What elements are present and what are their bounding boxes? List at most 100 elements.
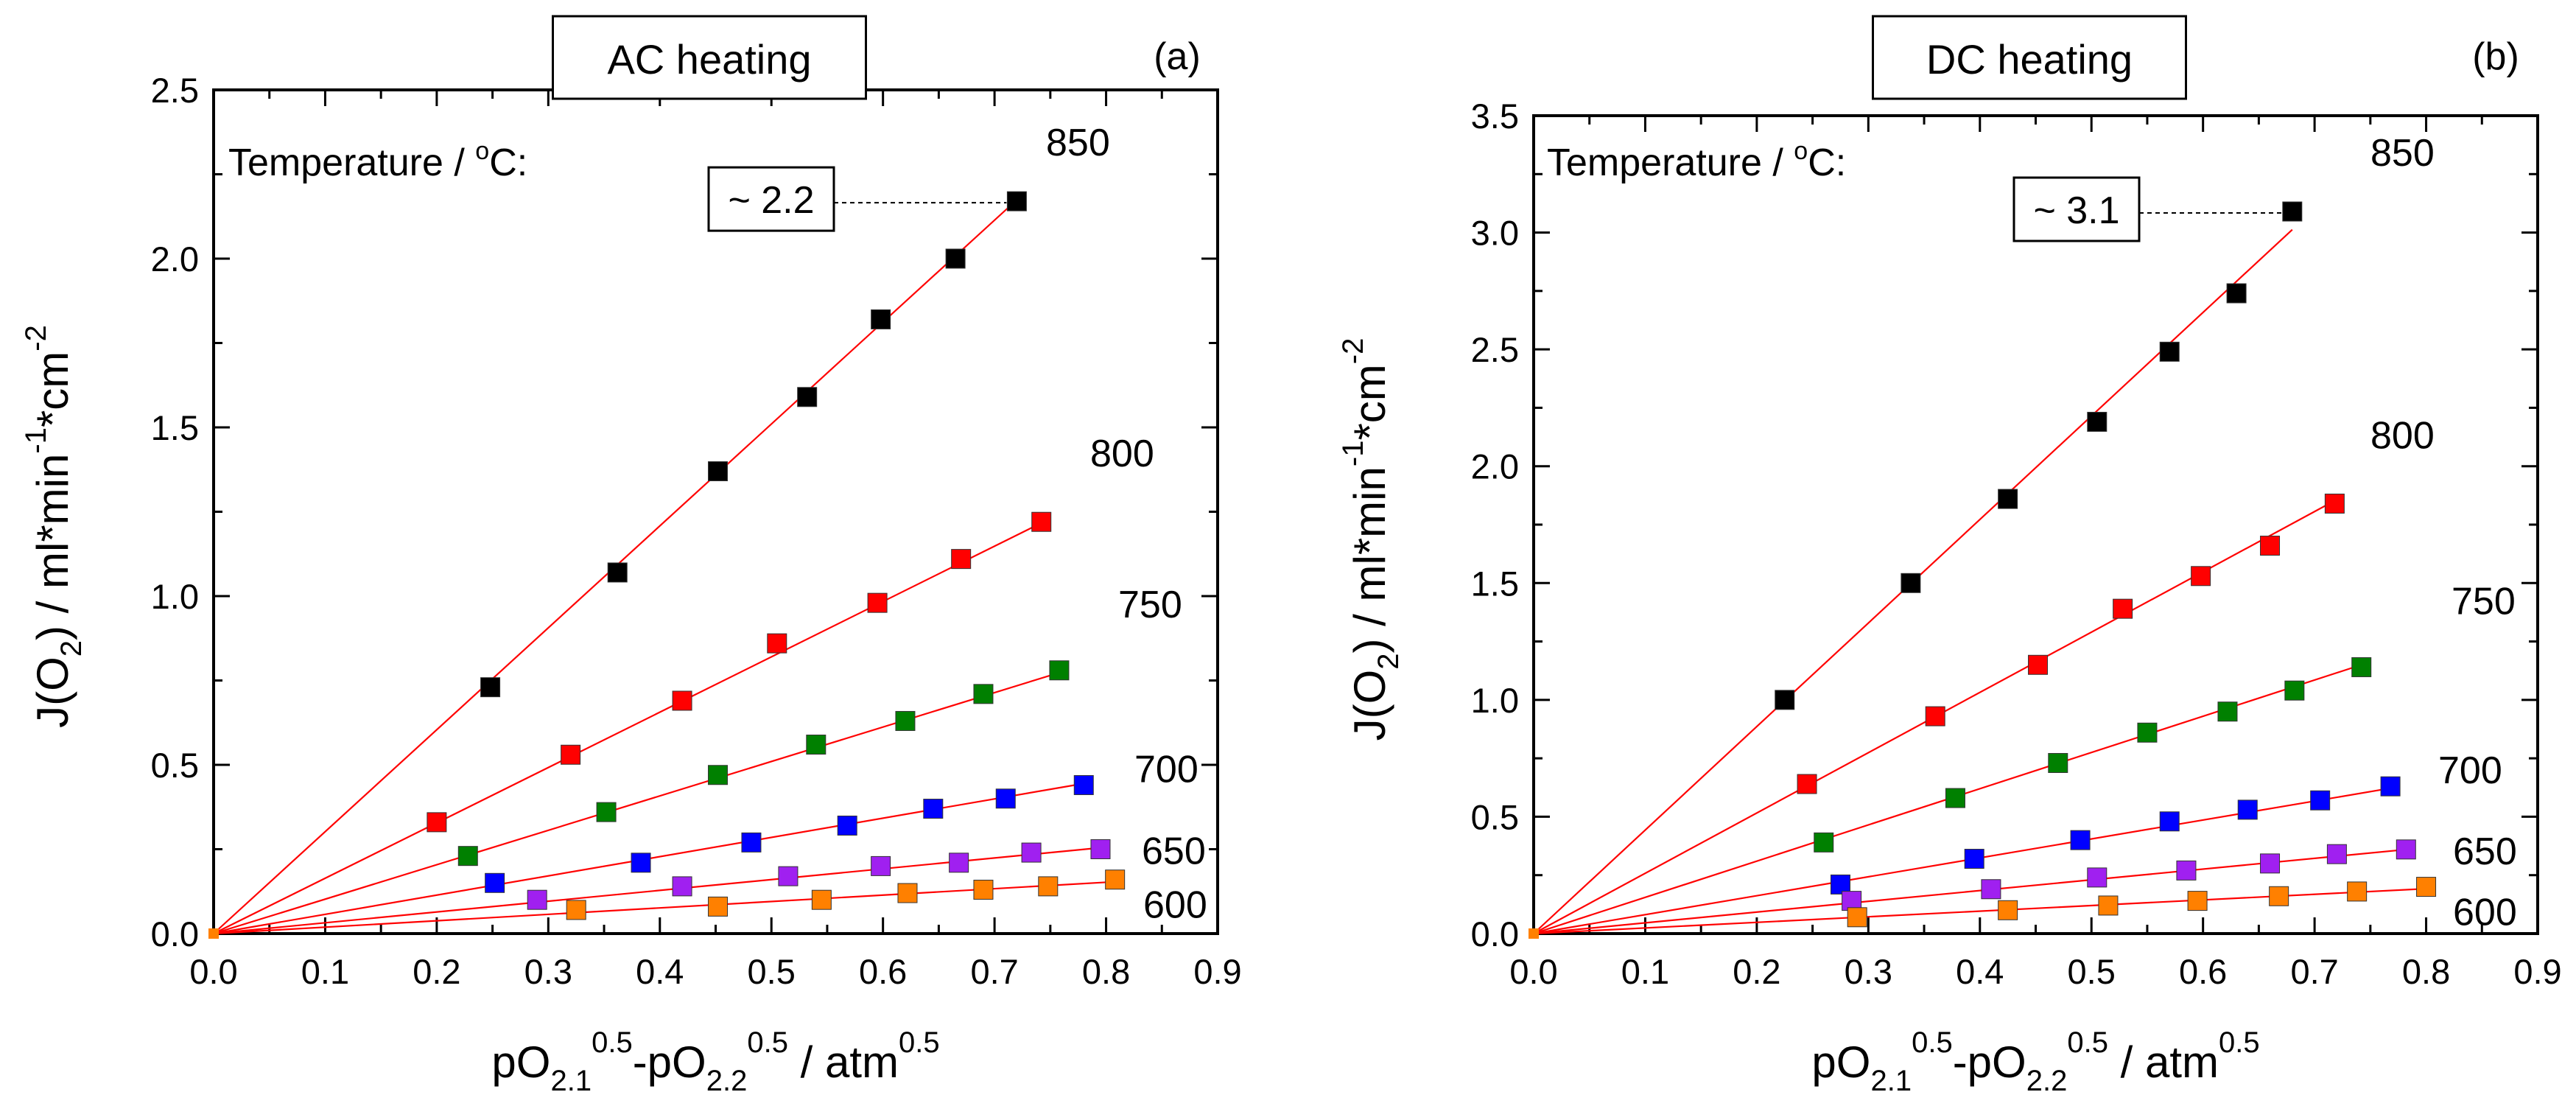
- data-point-700: [1964, 849, 1984, 869]
- data-point-750: [1814, 832, 1834, 853]
- y-tick-label: 1.0: [151, 577, 199, 616]
- data-point-650: [1021, 842, 1042, 863]
- data-point-800: [767, 633, 787, 654]
- data-point-850: [1775, 690, 1795, 710]
- chart-title-box: [552, 15, 867, 100]
- data-point-750: [895, 710, 916, 731]
- data-point-850: [708, 461, 729, 482]
- data-point-850: [1006, 191, 1027, 211]
- x-tick-label: 0.0: [189, 952, 237, 991]
- temperature-label-650: 650: [1142, 830, 1206, 873]
- data-point-650: [2176, 860, 2197, 881]
- data-point-850: [945, 248, 966, 269]
- data-point-800: [2113, 598, 2133, 619]
- data-point-850: [2087, 411, 2108, 432]
- chart-panel-a: 0.0 0.1 0.2 0.3 0.4 0.5 0.6 0.7 0.8 0.9 0.0 0.5 1.0 1…: [20, 15, 1242, 1097]
- data-point-700: [1073, 774, 1094, 795]
- x-tick-label: 0.3: [524, 952, 572, 991]
- data-point-850: [480, 677, 501, 698]
- data-point-600: [811, 889, 832, 910]
- data-point-650: [1981, 879, 2001, 900]
- fit-line-600: [213, 881, 1115, 935]
- data-point-600: [1998, 900, 2018, 920]
- data-point-850: [1998, 489, 2018, 509]
- data-point-700: [995, 788, 1016, 809]
- data-point-700: [1830, 874, 1850, 895]
- data-point-750: [806, 735, 827, 755]
- x-tick-label: 0.3: [1845, 952, 1892, 991]
- data-point-800: [2028, 654, 2049, 675]
- y-tick-label: 0.5: [151, 746, 199, 785]
- data-point-650: [2260, 853, 2281, 874]
- x-tick-label: 0.7: [2290, 952, 2338, 991]
- temperature-label-700: 700: [1134, 748, 1198, 791]
- data-point-750: [973, 684, 994, 704]
- y-tick-label: 2.0: [1471, 447, 1519, 486]
- data-point-800: [1031, 511, 1052, 532]
- y-tick-label: 1.0: [1471, 681, 1519, 720]
- data-point-650: [1090, 839, 1111, 859]
- chart-title: DC heating: [1926, 36, 2133, 83]
- data-point-650: [2087, 867, 2108, 888]
- data-point-800: [2191, 566, 2211, 587]
- annotation-box: [707, 166, 835, 232]
- data-point-600: [2269, 886, 2289, 906]
- data-point-800: [2324, 493, 2345, 514]
- y-tick-label: 0.0: [151, 914, 199, 953]
- data-point-650: [2326, 844, 2347, 864]
- data-point-650: [778, 866, 799, 886]
- x-tick-label: 0.5: [748, 952, 796, 991]
- data-point-700: [2070, 830, 2091, 850]
- y-tick-label: 0.5: [1471, 797, 1519, 836]
- data-point-600: [1038, 876, 1059, 897]
- data-point-700: [2380, 776, 2401, 797]
- data-point-750: [708, 765, 729, 785]
- data-point-650: [949, 853, 969, 873]
- y-tick-label: 1.5: [151, 408, 199, 447]
- x-tick-label: 0.4: [636, 952, 684, 991]
- temperature-label-850: 850: [2370, 132, 2435, 175]
- data-point-800: [672, 690, 692, 711]
- data-point-700: [923, 799, 944, 819]
- y-tick-label: 3.5: [1471, 97, 1519, 136]
- data-point-750: [457, 846, 478, 867]
- data-point-650: [527, 889, 547, 910]
- y-tick-label: 2.5: [151, 71, 199, 110]
- annotation-text: ~ 2.2: [728, 179, 814, 222]
- data-point-750: [2217, 701, 2238, 722]
- temperature-label-800: 800: [1090, 433, 1154, 475]
- y-tick-label: 2.0: [151, 239, 199, 279]
- x-tick-label: 0.8: [1082, 952, 1130, 991]
- data-point-800: [2260, 536, 2281, 556]
- fit-line-750: [213, 671, 1060, 935]
- data-point-600: [973, 879, 994, 900]
- data-point-600: [2098, 895, 2119, 916]
- data-point-650: [871, 855, 891, 876]
- data-point-750: [2351, 657, 2372, 677]
- temperature-label-600: 600: [1143, 884, 1207, 927]
- x-tick-label: 0.8: [2402, 952, 2450, 991]
- y-tick-label: 0.0: [1471, 914, 1519, 953]
- data-point-800: [427, 812, 447, 833]
- annotation-box: [2012, 176, 2141, 242]
- data-point-800: [561, 744, 581, 765]
- x-tick-label: 0.2: [1733, 952, 1780, 991]
- temperature-label-800: 800: [2370, 414, 2435, 457]
- data-point-700: [2159, 811, 2180, 832]
- panel-label: (b): [2472, 35, 2519, 78]
- data-point-750: [1049, 660, 1070, 681]
- data-point-600: [708, 896, 729, 917]
- y-axis-label: J(O2) / ml*min-1*cm-2: [1337, 338, 1405, 741]
- data-point-600: [2347, 881, 2368, 902]
- temperature-label-850: 850: [1046, 122, 1110, 164]
- chart-title-box: [1872, 15, 2187, 100]
- y-tick-label: 2.5: [1471, 330, 1519, 369]
- data-point-600: [566, 900, 586, 920]
- data-point-650: [2396, 839, 2416, 860]
- chart-panel-b: 0.0 0.1 0.2 0.3 0.4 0.5 0.6 0.7 0.8 0.9 0.0 0.5 1.0 1…: [1337, 15, 2562, 1097]
- data-point-650: [1842, 891, 1862, 911]
- data-point-750: [1945, 788, 1965, 808]
- x-tick-label: 0.4: [1956, 952, 2004, 991]
- data-point-600: [1847, 907, 1867, 928]
- x-tick-label: 0.7: [970, 952, 1018, 991]
